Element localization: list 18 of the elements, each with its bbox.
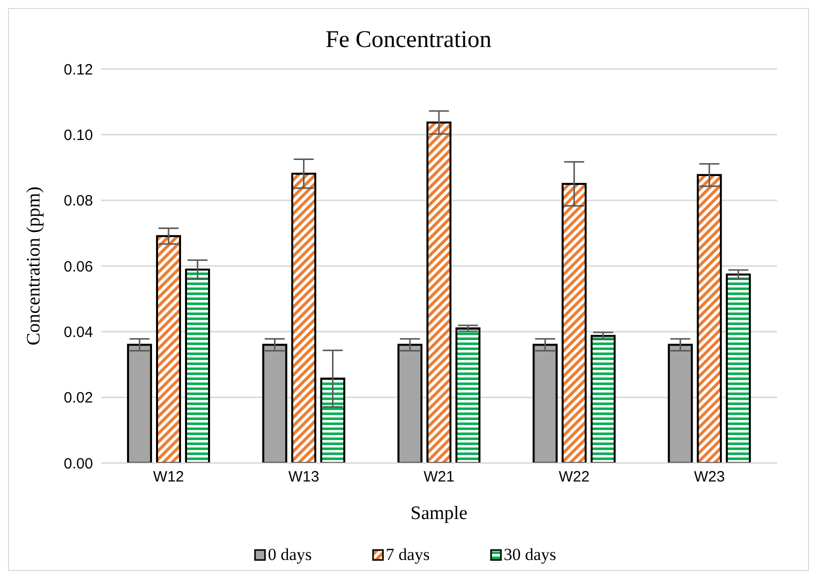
legend-label: 30 days	[504, 545, 556, 565]
y-axis-title: Concentration (ppm)	[24, 186, 45, 346]
x-tick-label: W23	[694, 468, 725, 486]
y-tick-label: 0.06	[64, 258, 93, 276]
legend-label: 7 days	[386, 545, 430, 565]
legend-label: 0 days	[268, 545, 312, 565]
y-tick-label: 0.08	[64, 192, 93, 210]
y-tick-label: 0.00	[64, 455, 93, 472]
chart-title: Fe Concentration	[324, 27, 492, 54]
x-tick-label: W22	[558, 468, 590, 486]
x-tick-label: W12	[153, 468, 184, 486]
y-tick-label: 0.04	[64, 324, 93, 341]
y-tick-label: 0.02	[64, 390, 93, 407]
x-axis-title: Sample	[410, 503, 468, 524]
y-tick-label: 0.10	[64, 126, 93, 144]
y-tick-label: 0.12	[64, 61, 93, 78]
x-tick-label: W21	[424, 468, 454, 486]
x-tick-label: W13	[288, 468, 320, 486]
